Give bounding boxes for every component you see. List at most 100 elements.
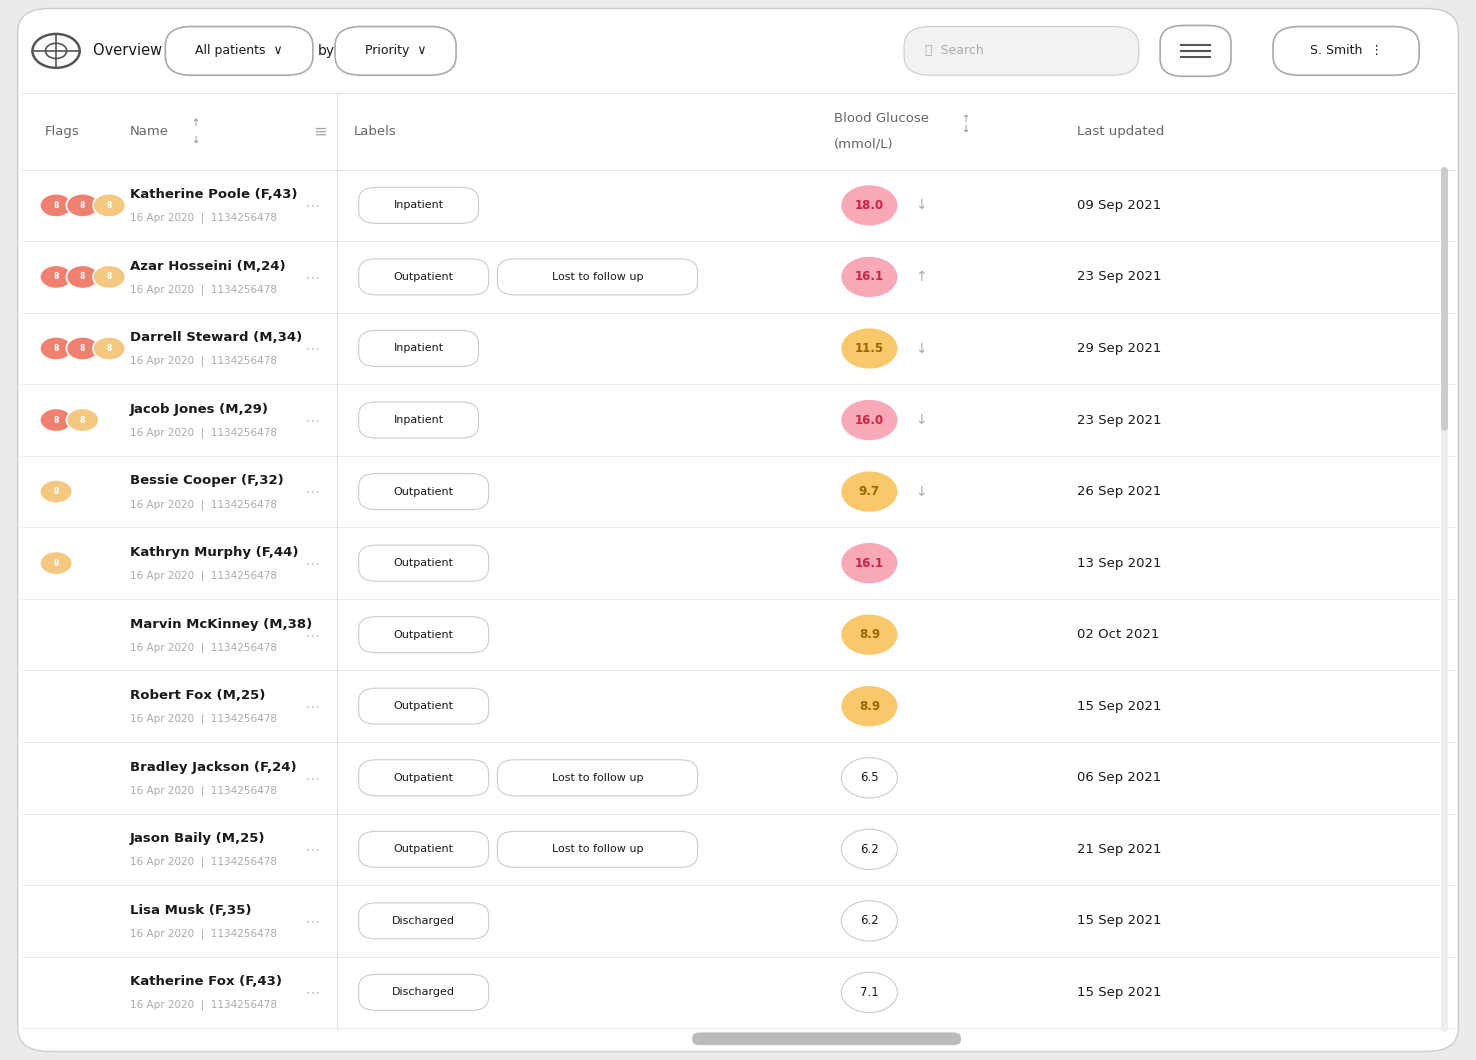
Text: Katherine Fox (F,43): Katherine Fox (F,43) — [130, 975, 282, 988]
Text: Darrell Steward (M,34): Darrell Steward (M,34) — [130, 332, 303, 344]
Text: ⋯: ⋯ — [306, 628, 319, 641]
FancyBboxPatch shape — [497, 831, 698, 867]
Circle shape — [66, 194, 99, 217]
FancyBboxPatch shape — [165, 26, 313, 75]
Text: Last updated: Last updated — [1077, 125, 1165, 138]
Text: Labels: Labels — [354, 125, 397, 138]
Text: 13 Sep 2021: 13 Sep 2021 — [1077, 556, 1162, 569]
Text: 15 Sep 2021: 15 Sep 2021 — [1077, 700, 1162, 712]
Text: ≡: ≡ — [313, 123, 326, 140]
Text: 16 Apr 2020  |  1134256478: 16 Apr 2020 | 1134256478 — [130, 570, 277, 581]
Text: 8: 8 — [80, 416, 86, 424]
Circle shape — [841, 972, 897, 1012]
Text: 🔍  Search: 🔍 Search — [924, 45, 983, 57]
Text: 21 Sep 2021: 21 Sep 2021 — [1077, 843, 1162, 855]
FancyBboxPatch shape — [359, 617, 489, 653]
FancyBboxPatch shape — [359, 831, 489, 867]
Text: Name: Name — [130, 125, 168, 138]
FancyBboxPatch shape — [692, 1032, 961, 1045]
Text: ⋯: ⋯ — [306, 270, 319, 284]
Text: Flags: Flags — [44, 125, 80, 138]
Text: Overview of: Overview of — [93, 43, 180, 58]
Text: 16 Apr 2020  |  1134256478: 16 Apr 2020 | 1134256478 — [130, 284, 277, 295]
FancyBboxPatch shape — [497, 760, 698, 796]
Text: Blood Glucose: Blood Glucose — [834, 112, 928, 125]
Text: 23 Sep 2021: 23 Sep 2021 — [1077, 413, 1162, 426]
Text: Azar Hosseini (M,24): Azar Hosseini (M,24) — [130, 260, 285, 272]
Text: 6.5: 6.5 — [861, 772, 878, 784]
Text: Kathryn Murphy (F,44): Kathryn Murphy (F,44) — [130, 546, 298, 559]
Text: 6.2: 6.2 — [861, 915, 878, 928]
Text: 8: 8 — [53, 559, 59, 567]
Text: (mmol/L): (mmol/L) — [834, 138, 893, 151]
Text: 8: 8 — [106, 272, 112, 281]
Circle shape — [841, 901, 897, 941]
Circle shape — [841, 758, 897, 798]
Text: 8: 8 — [80, 201, 86, 210]
Text: All patients  ∨: All patients ∨ — [195, 45, 283, 57]
Text: ⋯: ⋯ — [306, 341, 319, 355]
Text: ↓: ↓ — [915, 484, 927, 498]
Text: Lost to follow up: Lost to follow up — [552, 272, 644, 282]
Text: 8: 8 — [53, 272, 59, 281]
Circle shape — [40, 551, 72, 575]
Text: Inpatient: Inpatient — [394, 343, 444, 353]
Text: Marvin McKinney (M,38): Marvin McKinney (M,38) — [130, 618, 311, 631]
Text: 23 Sep 2021: 23 Sep 2021 — [1077, 270, 1162, 283]
Text: Discharged: Discharged — [393, 988, 455, 997]
Text: ↑: ↑ — [192, 118, 201, 128]
Circle shape — [40, 408, 72, 431]
Text: Outpatient: Outpatient — [394, 272, 453, 282]
Text: 16 Apr 2020  |  1134256478: 16 Apr 2020 | 1134256478 — [130, 929, 277, 939]
FancyBboxPatch shape — [359, 688, 489, 724]
FancyBboxPatch shape — [359, 474, 489, 510]
Text: Outpatient: Outpatient — [394, 845, 453, 854]
Text: 15 Sep 2021: 15 Sep 2021 — [1077, 986, 1162, 999]
Text: ↓: ↓ — [915, 341, 927, 355]
Text: Discharged: Discharged — [393, 916, 455, 925]
Circle shape — [40, 194, 72, 217]
Text: ↓: ↓ — [915, 413, 927, 427]
Text: 8.9: 8.9 — [859, 629, 880, 641]
Text: 16 Apr 2020  |  1134256478: 16 Apr 2020 | 1134256478 — [130, 427, 277, 438]
Text: ⋯: ⋯ — [306, 771, 319, 784]
Text: 16.0: 16.0 — [855, 413, 884, 426]
Circle shape — [841, 329, 897, 369]
Text: ↑: ↑ — [915, 270, 927, 284]
Text: Outpatient: Outpatient — [394, 559, 453, 568]
FancyBboxPatch shape — [18, 8, 1458, 1052]
Text: 8: 8 — [106, 344, 112, 353]
Text: ⋯: ⋯ — [306, 556, 319, 570]
Text: 16 Apr 2020  |  1134256478: 16 Apr 2020 | 1134256478 — [130, 785, 277, 796]
FancyBboxPatch shape — [359, 331, 478, 367]
Text: ↑: ↑ — [962, 113, 971, 124]
Circle shape — [841, 829, 897, 869]
Text: Lisa Musk (F,35): Lisa Musk (F,35) — [130, 904, 251, 917]
Text: 16 Apr 2020  |  1134256478: 16 Apr 2020 | 1134256478 — [130, 213, 277, 224]
FancyBboxPatch shape — [359, 402, 478, 438]
Circle shape — [66, 265, 99, 288]
Text: ↓: ↓ — [962, 124, 971, 135]
Circle shape — [841, 472, 897, 512]
Text: Inpatient: Inpatient — [394, 416, 444, 425]
FancyBboxPatch shape — [903, 26, 1139, 75]
FancyBboxPatch shape — [335, 26, 456, 75]
Text: 16 Apr 2020  |  1134256478: 16 Apr 2020 | 1134256478 — [130, 856, 277, 867]
Text: 8: 8 — [80, 344, 86, 353]
Text: ↓: ↓ — [915, 198, 927, 212]
Circle shape — [93, 194, 125, 217]
Circle shape — [66, 408, 99, 431]
Text: Outpatient: Outpatient — [394, 773, 453, 782]
Text: 06 Sep 2021: 06 Sep 2021 — [1077, 772, 1162, 784]
Text: 02 Oct 2021: 02 Oct 2021 — [1077, 629, 1160, 641]
Text: ↓: ↓ — [192, 135, 201, 145]
Text: 16 Apr 2020  |  1134256478: 16 Apr 2020 | 1134256478 — [130, 499, 277, 510]
Text: 15 Sep 2021: 15 Sep 2021 — [1077, 915, 1162, 928]
Text: Bessie Cooper (F,32): Bessie Cooper (F,32) — [130, 475, 283, 488]
Text: 29 Sep 2021: 29 Sep 2021 — [1077, 342, 1162, 355]
Text: 16 Apr 2020  |  1134256478: 16 Apr 2020 | 1134256478 — [130, 1000, 277, 1010]
FancyBboxPatch shape — [359, 188, 478, 224]
Text: 8: 8 — [106, 201, 112, 210]
Circle shape — [841, 186, 897, 226]
Text: Inpatient: Inpatient — [394, 200, 444, 210]
